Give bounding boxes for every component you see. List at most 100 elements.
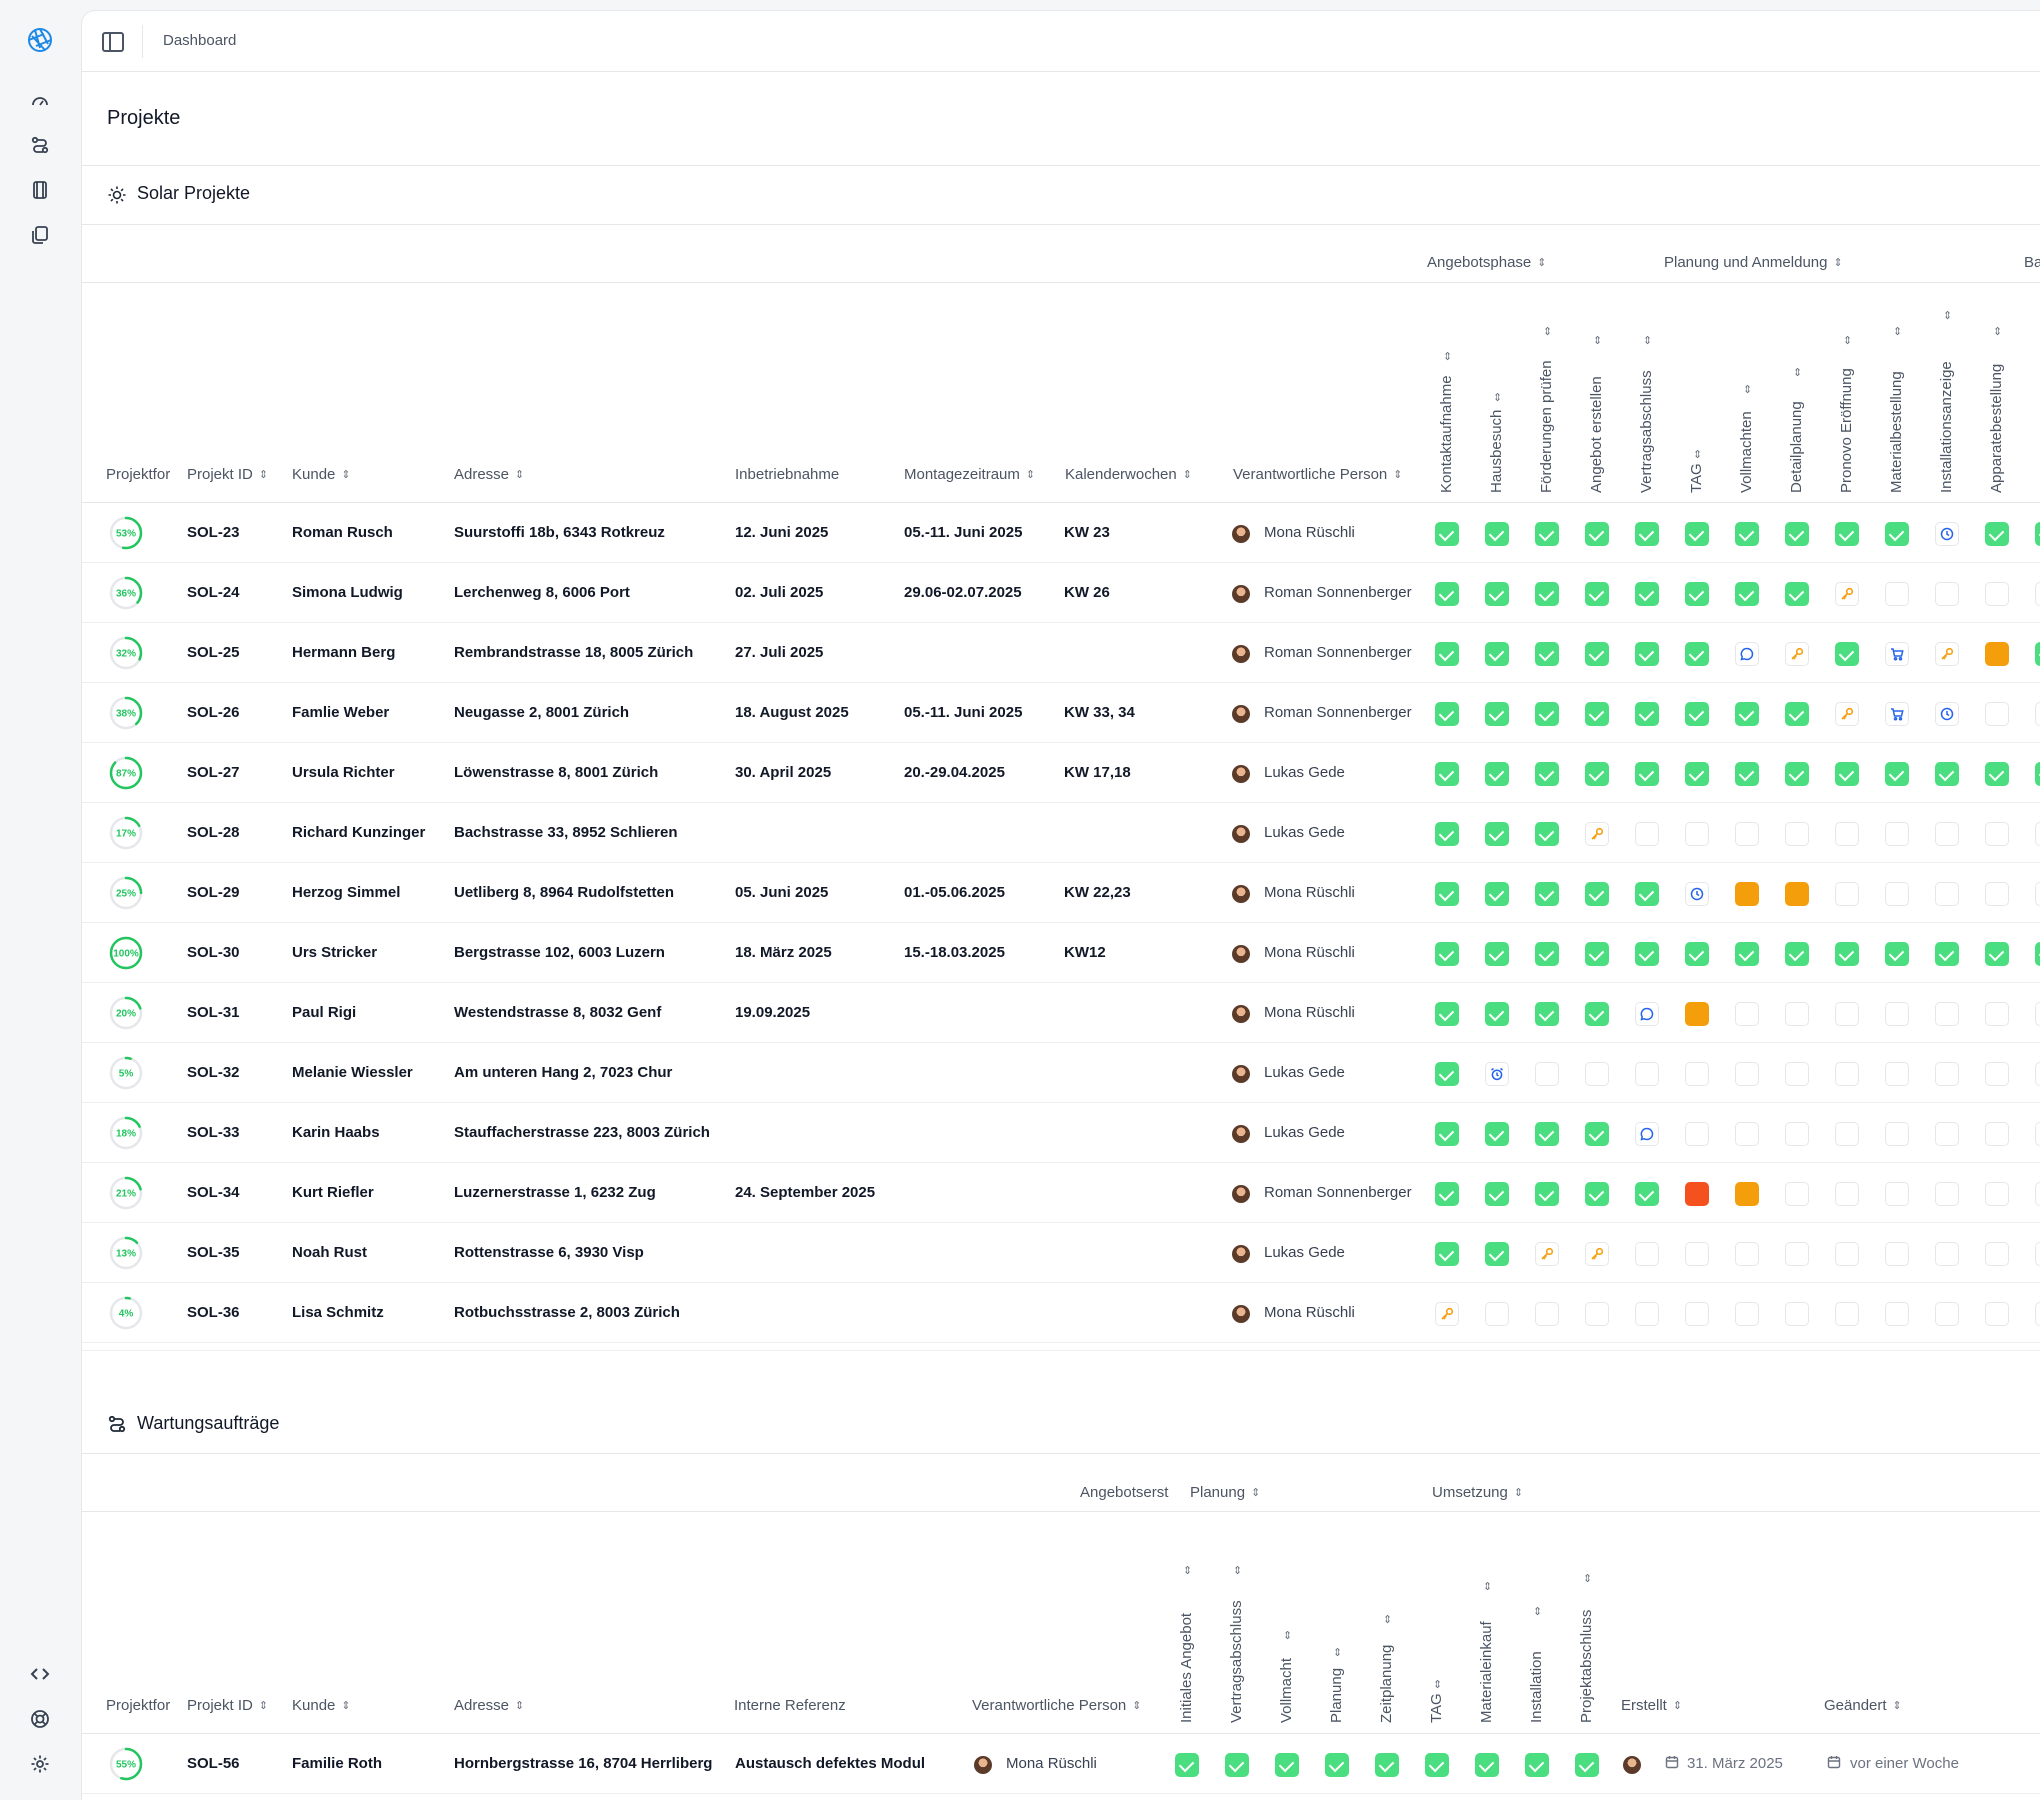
code-icon[interactable] xyxy=(26,1660,54,1688)
status-empty[interactable] xyxy=(1885,1182,1909,1206)
status-done[interactable] xyxy=(1485,822,1509,846)
table-row[interactable]: 100% SOL-30 Urs Stricker Bergstrasse 102, 6… xyxy=(82,923,2040,983)
sort-icon[interactable]: ⇕ xyxy=(1393,469,1403,481)
status-done[interactable] xyxy=(1485,1002,1509,1026)
status-done[interactable] xyxy=(1435,1062,1459,1086)
status-key[interactable] xyxy=(1935,642,1959,666)
sort-icon[interactable]: ⇕ xyxy=(1513,1487,1524,1499)
sort-icon[interactable]: ⇕ xyxy=(1993,326,2003,339)
status-empty[interactable] xyxy=(1985,1002,2009,1026)
phase-header[interactable]: Installationsanzeige xyxy=(1938,361,1955,493)
status-done[interactable] xyxy=(1635,882,1659,906)
status-empty[interactable] xyxy=(2035,1062,2040,1086)
status-done[interactable] xyxy=(1275,1753,1299,1777)
status-empty[interactable] xyxy=(1635,1302,1659,1326)
phase-header[interactable]: TAG xyxy=(1688,463,1705,493)
status-empty[interactable] xyxy=(1685,1242,1709,1266)
status-done[interactable] xyxy=(1585,582,1609,606)
status-done[interactable] xyxy=(1485,522,1509,546)
col-progress[interactable]: Projektfor xyxy=(106,1697,171,1714)
status-empty[interactable] xyxy=(1935,1182,1959,1206)
sort-icon[interactable]: ⇕ xyxy=(341,1700,351,1712)
status-done[interactable] xyxy=(1175,1753,1199,1777)
status-empty[interactable] xyxy=(1835,1182,1859,1206)
status-done[interactable] xyxy=(2035,642,2040,666)
status-done[interactable] xyxy=(1535,702,1559,726)
col-adresse[interactable]: Adresse ⇕ xyxy=(454,466,524,483)
sort-icon[interactable]: ⇕ xyxy=(1693,449,1703,462)
status-empty[interactable] xyxy=(1885,1242,1909,1266)
status-done[interactable] xyxy=(1535,882,1559,906)
status-done[interactable] xyxy=(1735,582,1759,606)
status-done[interactable] xyxy=(1985,762,2009,786)
table-row[interactable]: 38% SOL-26 Famlie Weber Neugasse 2, 8001 Zü… xyxy=(82,683,2040,743)
status-empty[interactable] xyxy=(2035,882,2040,906)
status-done[interactable] xyxy=(1485,1242,1509,1266)
status-empty[interactable] xyxy=(1785,1062,1809,1086)
status-empty[interactable] xyxy=(1935,1122,1959,1146)
table-row[interactable]: 25% SOL-29 Herzog Simmel Uetliberg 8, 8964 … xyxy=(82,863,2040,923)
status-done[interactable] xyxy=(1635,642,1659,666)
status-cart[interactable] xyxy=(1885,642,1909,666)
col-geaendert[interactable]: Geändert ⇕ xyxy=(1824,1697,1902,1714)
status-done[interactable] xyxy=(1735,762,1759,786)
phase-header[interactable]: Installation xyxy=(1528,1651,1545,1723)
status-done[interactable] xyxy=(1435,942,1459,966)
status-done[interactable] xyxy=(1425,1753,1449,1777)
status-done[interactable] xyxy=(1785,762,1809,786)
status-empty[interactable] xyxy=(1835,1242,1859,1266)
status-done[interactable] xyxy=(1585,882,1609,906)
status-empty[interactable] xyxy=(1785,1182,1809,1206)
status-empty[interactable] xyxy=(1885,1122,1909,1146)
sort-icon[interactable]: ⇕ xyxy=(1493,392,1503,404)
col-adresse[interactable]: Adresse ⇕ xyxy=(454,1697,524,1714)
status-empty[interactable] xyxy=(1885,882,1909,906)
sort-icon[interactable]: ⇕ xyxy=(1583,1572,1593,1585)
status-done[interactable] xyxy=(1225,1753,1249,1777)
status-empty[interactable] xyxy=(1935,882,1959,906)
sort-icon[interactable]: ⇕ xyxy=(1533,1605,1543,1618)
col-inbetriebnahme[interactable]: Inbetriebnahme xyxy=(735,466,840,483)
status-empty[interactable] xyxy=(2035,1302,2040,1326)
phase-header[interactable]: Vollmacht xyxy=(1278,1657,1295,1723)
status-empty[interactable] xyxy=(1635,1242,1659,1266)
status-done[interactable] xyxy=(1535,762,1559,786)
status-done[interactable] xyxy=(1835,762,1859,786)
status-empty[interactable] xyxy=(1885,1062,1909,1086)
table-row[interactable]: 18% SOL-33 Karin Haabs Stauffacherstrasse 2… xyxy=(82,1103,2040,1163)
status-empty[interactable] xyxy=(1985,1242,2009,1266)
status-done[interactable] xyxy=(1535,1182,1559,1206)
status-empty[interactable] xyxy=(1885,1002,1909,1026)
group-header[interactable]: Umsetzung ⇕ xyxy=(1432,1484,1523,1501)
status-empty[interactable] xyxy=(1985,582,2009,606)
sort-icon[interactable]: ⇕ xyxy=(1643,334,1653,347)
table-row[interactable]: 4% SOL-36 Lisa Schmitz Rotbuchsstrasse 2, 8… xyxy=(82,1283,2040,1343)
status-empty[interactable] xyxy=(1585,1062,1609,1086)
status-done[interactable] xyxy=(1535,522,1559,546)
status-done[interactable] xyxy=(1435,702,1459,726)
sort-icon[interactable]: ⇕ xyxy=(1943,310,1953,322)
status-chat[interactable] xyxy=(1635,1002,1659,1026)
status-empty[interactable] xyxy=(1835,1062,1859,1086)
col-person[interactable]: Verantwortliche Person ⇕ xyxy=(1233,466,1402,483)
status-key[interactable] xyxy=(1835,582,1859,606)
status-done[interactable] xyxy=(1585,1002,1609,1026)
status-empty[interactable] xyxy=(1985,1182,2009,1206)
status-done[interactable] xyxy=(1685,762,1709,786)
phase-header[interactable]: Vollmachten xyxy=(1738,411,1755,493)
status-empty[interactable] xyxy=(1535,1062,1559,1086)
phase-header[interactable]: Kontaktaufnahme xyxy=(1438,375,1455,493)
col-person[interactable]: Verantwortliche Person ⇕ xyxy=(972,1697,1141,1714)
col-erstellt[interactable]: Erstellt ⇕ xyxy=(1621,1697,1682,1714)
status-empty[interactable] xyxy=(1585,1302,1609,1326)
status-empty[interactable] xyxy=(1885,582,1909,606)
status-alarm[interactable] xyxy=(1485,1062,1509,1086)
sort-icon[interactable]: ⇕ xyxy=(1672,1700,1683,1712)
phase-header[interactable]: TAG xyxy=(1428,1693,1445,1723)
sort-icon[interactable]: ⇕ xyxy=(1793,367,1803,380)
status-empty[interactable] xyxy=(1735,1242,1759,1266)
status-empty[interactable] xyxy=(1935,1062,1959,1086)
status-done[interactable] xyxy=(1535,1122,1559,1146)
status-done[interactable] xyxy=(1435,1122,1459,1146)
status-done[interactable] xyxy=(1785,522,1809,546)
